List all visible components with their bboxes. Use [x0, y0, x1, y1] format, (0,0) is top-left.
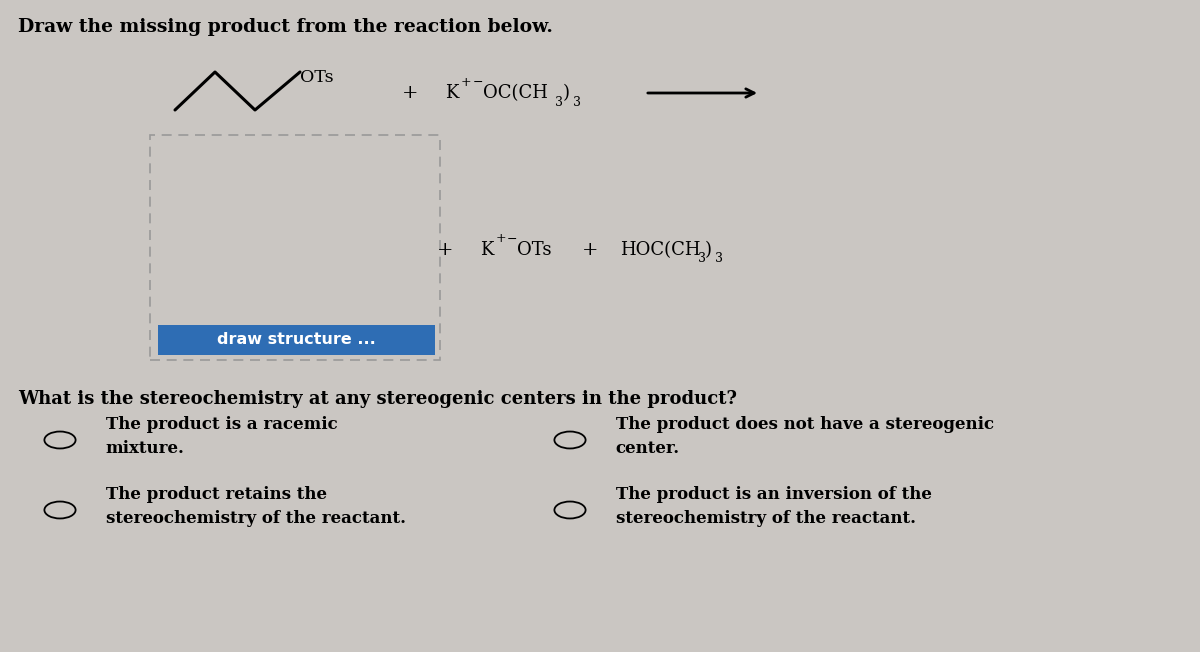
Text: −: − [473, 76, 484, 89]
Text: ): ) [563, 84, 570, 102]
Text: What is the stereochemistry at any stereogenic centers in the product?: What is the stereochemistry at any stere… [18, 390, 737, 408]
Text: ): ) [706, 241, 712, 259]
Bar [158, 325, 436, 355]
Text: OC(CH: OC(CH [484, 84, 548, 102]
Text: OTs: OTs [517, 241, 552, 259]
Text: 3: 3 [554, 95, 563, 108]
Text: +: + [582, 241, 599, 259]
Text: K: K [445, 84, 458, 102]
Text: The product is an inversion of the
stereochemistry of the reactant.: The product is an inversion of the stere… [616, 486, 931, 527]
Text: The product does not have a stereogenic
center.: The product does not have a stereogenic … [616, 417, 994, 457]
Text: draw structure ...: draw structure ... [217, 333, 376, 348]
Text: 3: 3 [698, 252, 706, 265]
Text: 3: 3 [574, 95, 581, 108]
Text: +: + [437, 241, 454, 259]
Bar [150, 135, 440, 360]
Text: +: + [496, 233, 506, 246]
Text: The product retains the
stereochemistry of the reactant.: The product retains the stereochemistry … [106, 486, 406, 527]
Text: +: + [461, 76, 472, 89]
Text: The product is a racemic
mixture.: The product is a racemic mixture. [106, 417, 337, 457]
Text: HOC(CH: HOC(CH [620, 241, 701, 259]
Text: −: − [508, 233, 517, 246]
Text: OTs: OTs [300, 70, 334, 87]
Text: 3: 3 [715, 252, 722, 265]
Text: K: K [480, 241, 493, 259]
Text: +: + [402, 84, 419, 102]
Text: Draw the missing product from the reaction below.: Draw the missing product from the reacti… [18, 18, 553, 36]
